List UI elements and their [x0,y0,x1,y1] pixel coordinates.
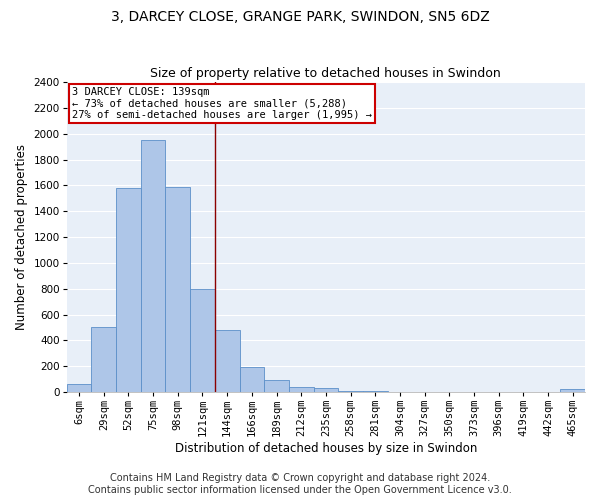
Bar [67,384,91,392]
Text: 3 DARCEY CLOSE: 139sqm
← 73% of detached houses are smaller (5,288)
27% of semi-: 3 DARCEY CLOSE: 139sqm ← 73% of detached… [72,86,372,120]
Bar [289,388,314,392]
Bar [141,140,166,392]
Text: 3, DARCEY CLOSE, GRANGE PARK, SWINDON, SN5 6DZ: 3, DARCEY CLOSE, GRANGE PARK, SWINDON, S… [110,10,490,24]
Bar [314,388,338,392]
Y-axis label: Number of detached properties: Number of detached properties [15,144,28,330]
Bar [560,390,585,392]
Bar [239,367,264,392]
Bar [264,380,289,392]
Bar [91,328,116,392]
Title: Size of property relative to detached houses in Swindon: Size of property relative to detached ho… [151,66,501,80]
X-axis label: Distribution of detached houses by size in Swindon: Distribution of detached houses by size … [175,442,477,455]
Bar [215,330,239,392]
Bar [190,288,215,392]
Text: Contains HM Land Registry data © Crown copyright and database right 2024.
Contai: Contains HM Land Registry data © Crown c… [88,474,512,495]
Bar [116,188,141,392]
Bar [166,186,190,392]
